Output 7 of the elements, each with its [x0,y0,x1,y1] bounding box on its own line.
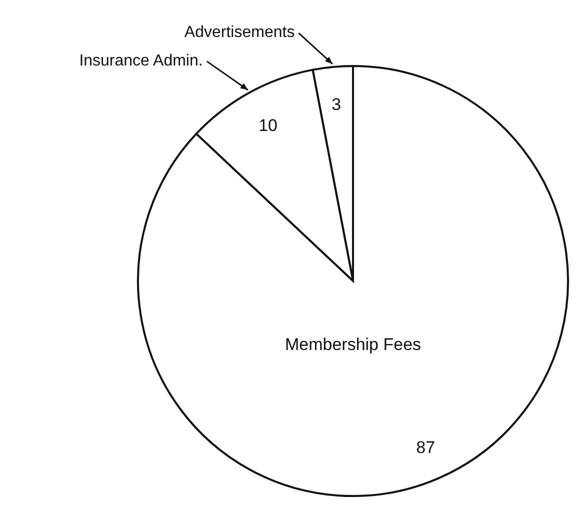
data-label: 3 [332,94,342,114]
slice-label: Insurance Admin. [79,52,203,70]
data-label: 87 [416,438,436,458]
slice-label: Advertisements [184,24,295,42]
pie-slice [137,65,569,497]
slice-label: Membership Fees [284,335,422,354]
data-label: 10 [258,116,278,135]
